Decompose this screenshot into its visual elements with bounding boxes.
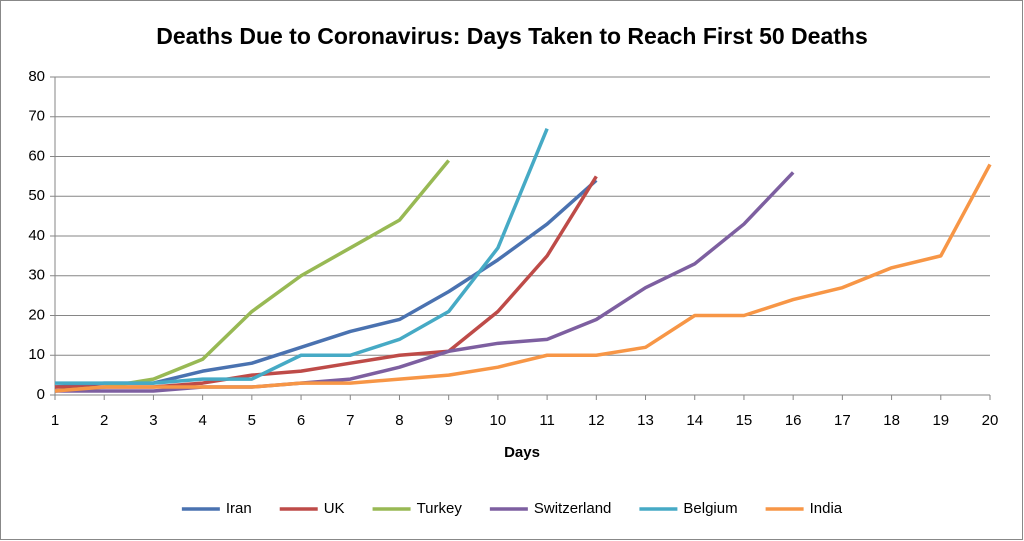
x-tick-label: 9 <box>445 412 453 429</box>
x-axis-label: Days <box>504 444 540 461</box>
y-tick-label: 20 <box>28 306 45 323</box>
legend-label: Switzerland <box>534 500 612 517</box>
y-tick-label: 0 <box>37 386 45 403</box>
y-tick-label: 40 <box>28 227 45 244</box>
y-tick-label: 30 <box>28 267 45 284</box>
x-tick-label: 4 <box>198 412 206 429</box>
x-tick-label: 5 <box>248 412 256 429</box>
legend-label: India <box>810 500 843 517</box>
legend-label: UK <box>324 500 345 517</box>
x-tick-label: 12 <box>588 412 605 429</box>
x-tick-label: 19 <box>932 412 949 429</box>
x-tick-label: 2 <box>100 412 108 429</box>
x-tick-label: 20 <box>982 412 999 429</box>
x-tick-label: 15 <box>736 412 753 429</box>
y-tick-label: 70 <box>28 108 45 125</box>
series-line <box>55 128 549 385</box>
y-tick-label: 80 <box>28 68 45 85</box>
x-tick-label: 16 <box>785 412 802 429</box>
x-tick-label: 8 <box>395 412 403 429</box>
series-line <box>54 163 992 393</box>
legend-label: Iran <box>226 500 252 517</box>
x-tick-label: 14 <box>686 412 703 429</box>
x-tick-label: 1 <box>51 412 59 429</box>
legend-label: Belgium <box>683 500 737 517</box>
y-tick-label: 50 <box>28 187 45 204</box>
x-tick-label: 10 <box>490 412 507 429</box>
chart-title: Deaths Due to Coronavirus: Days Taken to… <box>156 23 868 49</box>
x-tick-label: 13 <box>637 412 654 429</box>
x-tick-label: 18 <box>883 412 900 429</box>
y-tick-label: 10 <box>28 346 45 363</box>
x-tick-label: 17 <box>834 412 851 429</box>
x-tick-label: 6 <box>297 412 305 429</box>
x-tick-label: 7 <box>346 412 354 429</box>
y-tick-label: 60 <box>28 147 45 164</box>
legend-label: Turkey <box>417 500 463 517</box>
x-tick-label: 3 <box>149 412 157 429</box>
series-line <box>55 171 795 393</box>
x-tick-label: 11 <box>539 412 555 429</box>
